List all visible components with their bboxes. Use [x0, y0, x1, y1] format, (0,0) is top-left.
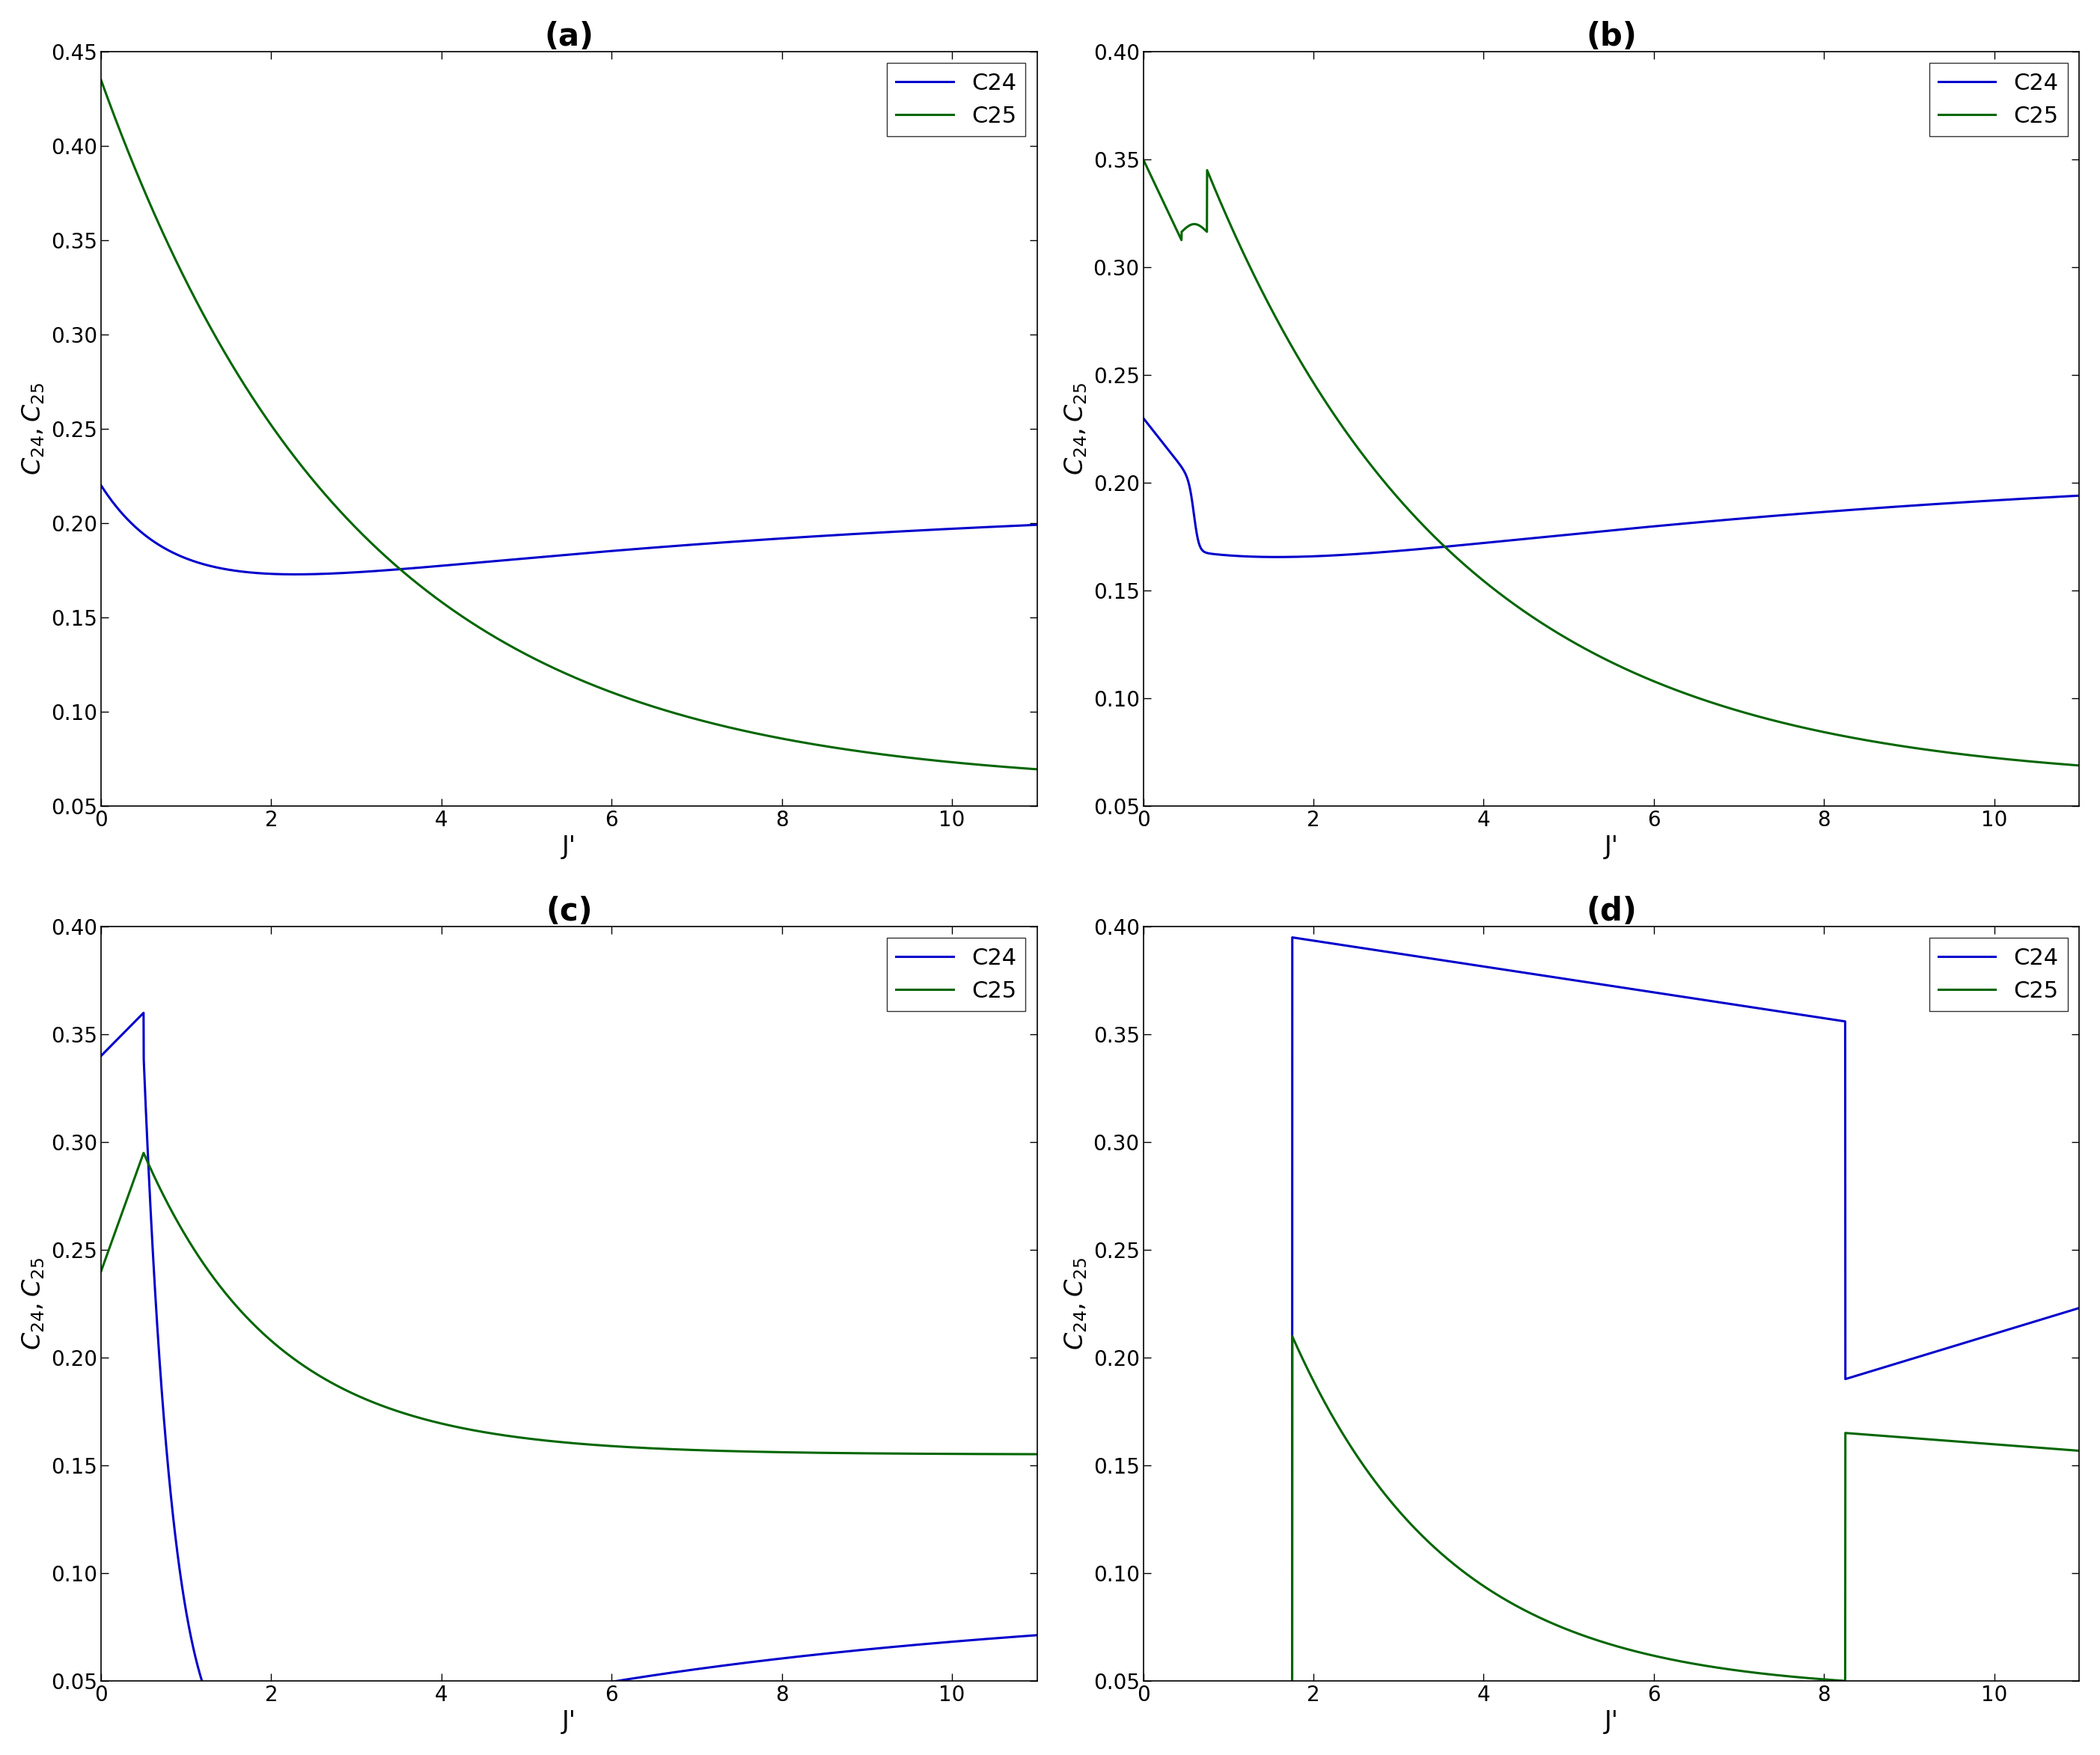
Line: C24: C24 — [101, 1013, 1037, 1753]
C25 — [1901, 737, 1926, 758]
Line: C25: C25 — [101, 1153, 1037, 1455]
C24 — [859, 1639, 884, 1660]
Y-axis label: $C_{24}, C_{25}$: $C_{24}, C_{25}$ — [21, 1257, 46, 1350]
C24 — [258, 563, 284, 584]
C25 — [1300, 372, 1325, 393]
C25 — [88, 1260, 113, 1281]
Title: (c): (c) — [546, 895, 592, 927]
C24 — [1489, 958, 1514, 979]
C25 — [1489, 1587, 1514, 1608]
C25 — [1130, 149, 1155, 170]
C24 — [1829, 500, 1854, 521]
C24 — [1693, 511, 1718, 532]
C24 — [1739, 507, 1764, 528]
X-axis label: J': J' — [563, 835, 575, 860]
C25 — [788, 1443, 813, 1464]
C24 — [284, 563, 309, 584]
Line: C25: C25 — [101, 81, 1037, 769]
Y-axis label: $C_{24}, C_{25}$: $C_{24}, C_{25}$ — [21, 383, 46, 476]
Line: C25: C25 — [1142, 160, 2079, 765]
Line: C24: C24 — [101, 486, 1037, 574]
X-axis label: J': J' — [1604, 1709, 1619, 1734]
C24 — [1693, 990, 1718, 1011]
C25 — [2066, 1441, 2092, 1462]
C25 — [1739, 704, 1764, 725]
C24 — [88, 1046, 113, 1067]
Legend: C24, C25: C24, C25 — [886, 939, 1025, 1011]
C25 — [1829, 725, 1854, 746]
C25 — [445, 604, 470, 625]
C24 — [651, 537, 676, 558]
C24 — [1739, 997, 1764, 1018]
C25 — [2066, 755, 2092, 776]
C25 — [1300, 1371, 1325, 1392]
C25 — [788, 732, 813, 753]
X-axis label: J': J' — [563, 1709, 575, 1734]
C24 — [1025, 1625, 1050, 1646]
C24 — [2066, 1297, 2092, 1318]
C25 — [1693, 1655, 1718, 1676]
C25 — [1489, 584, 1514, 605]
X-axis label: J': J' — [1604, 835, 1619, 860]
C24 — [258, 1743, 284, 1755]
Y-axis label: $C_{24}, C_{25}$: $C_{24}, C_{25}$ — [1063, 1257, 1090, 1350]
C24 — [447, 1701, 472, 1722]
Legend: C24, C25: C24, C25 — [1930, 939, 2068, 1011]
Line: C25: C25 — [1142, 1336, 2079, 1755]
C25 — [258, 414, 284, 435]
C25 — [697, 713, 722, 734]
Line: C24: C24 — [1142, 418, 2079, 556]
C24 — [1025, 514, 1050, 535]
C24 — [788, 526, 813, 548]
C24 — [260, 1743, 286, 1755]
Legend: C24, C25: C24, C25 — [886, 63, 1025, 137]
Y-axis label: $C_{24}, C_{25}$: $C_{24}, C_{25}$ — [1063, 383, 1090, 476]
C25 — [130, 1143, 155, 1164]
C25 — [88, 70, 113, 91]
C25 — [445, 1416, 470, 1437]
C24 — [859, 523, 884, 544]
C24 — [1279, 927, 1304, 948]
Title: (b): (b) — [1586, 21, 1636, 53]
C24 — [1901, 495, 1926, 516]
Line: C24: C24 — [1142, 937, 2079, 1755]
C25 — [859, 1443, 884, 1464]
C24 — [697, 1657, 722, 1678]
C25 — [1739, 1662, 1764, 1683]
C24 — [651, 1664, 676, 1685]
C25 — [1693, 690, 1718, 711]
C25 — [258, 1330, 284, 1351]
Title: (d): (d) — [1586, 895, 1636, 927]
C24 — [697, 534, 722, 555]
C25 — [1025, 1444, 1050, 1465]
C24 — [1264, 546, 1289, 567]
C24 — [1829, 1011, 1854, 1032]
C24 — [788, 1646, 813, 1667]
C24 — [1489, 530, 1514, 551]
C25 — [1829, 1671, 1854, 1692]
Legend: C24, C25: C24, C25 — [1930, 63, 2068, 137]
Title: (a): (a) — [544, 21, 594, 53]
C25 — [1025, 758, 1050, 779]
C24 — [1300, 546, 1325, 567]
C24 — [1901, 1348, 1926, 1369]
C24 — [445, 555, 470, 576]
C24 — [2066, 484, 2092, 505]
C25 — [859, 742, 884, 763]
C24 — [130, 1002, 155, 1023]
C24 — [88, 476, 113, 497]
C25 — [697, 1441, 722, 1462]
C25 — [1901, 1427, 1926, 1448]
C25 — [649, 698, 674, 720]
C24 — [1300, 930, 1325, 951]
C24 — [1130, 407, 1155, 428]
C25 — [1279, 1325, 1304, 1346]
C25 — [651, 1439, 676, 1460]
